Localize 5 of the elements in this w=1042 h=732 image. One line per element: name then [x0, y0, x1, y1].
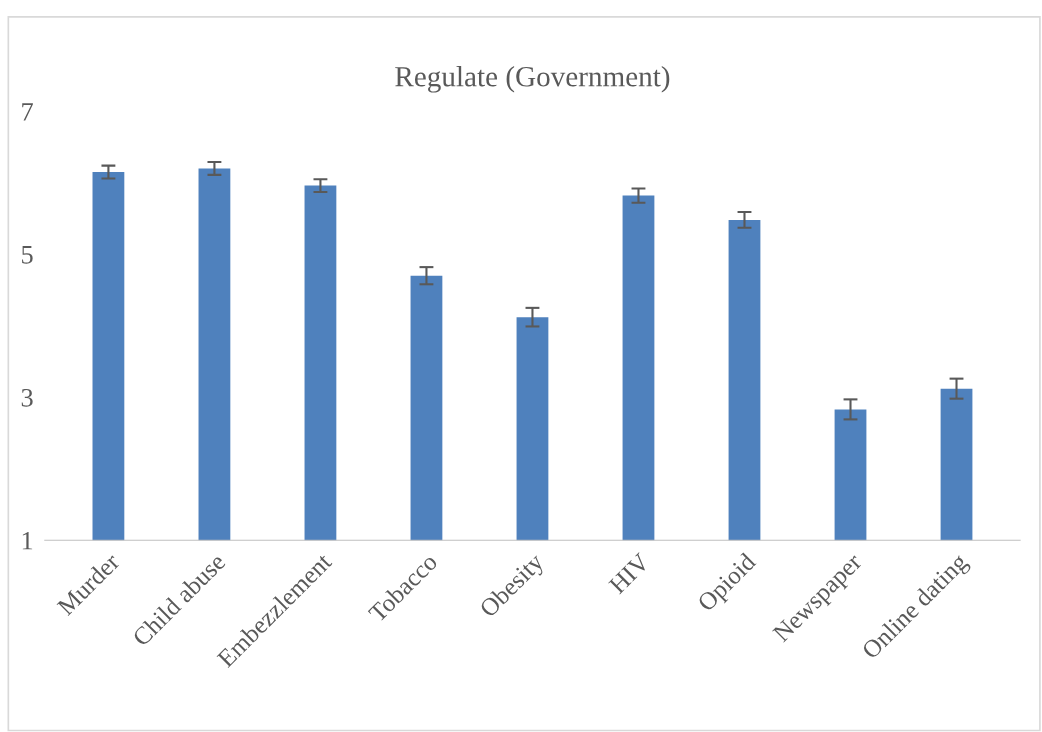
y-tick-label: 5	[22, 246, 33, 264]
chart-title: Regulate (Government)	[395, 66, 670, 93]
y-tick-label: 7	[22, 103, 33, 121]
y-tick-label: 3	[21, 388, 33, 407]
y-tick-label: 1	[22, 531, 33, 550]
